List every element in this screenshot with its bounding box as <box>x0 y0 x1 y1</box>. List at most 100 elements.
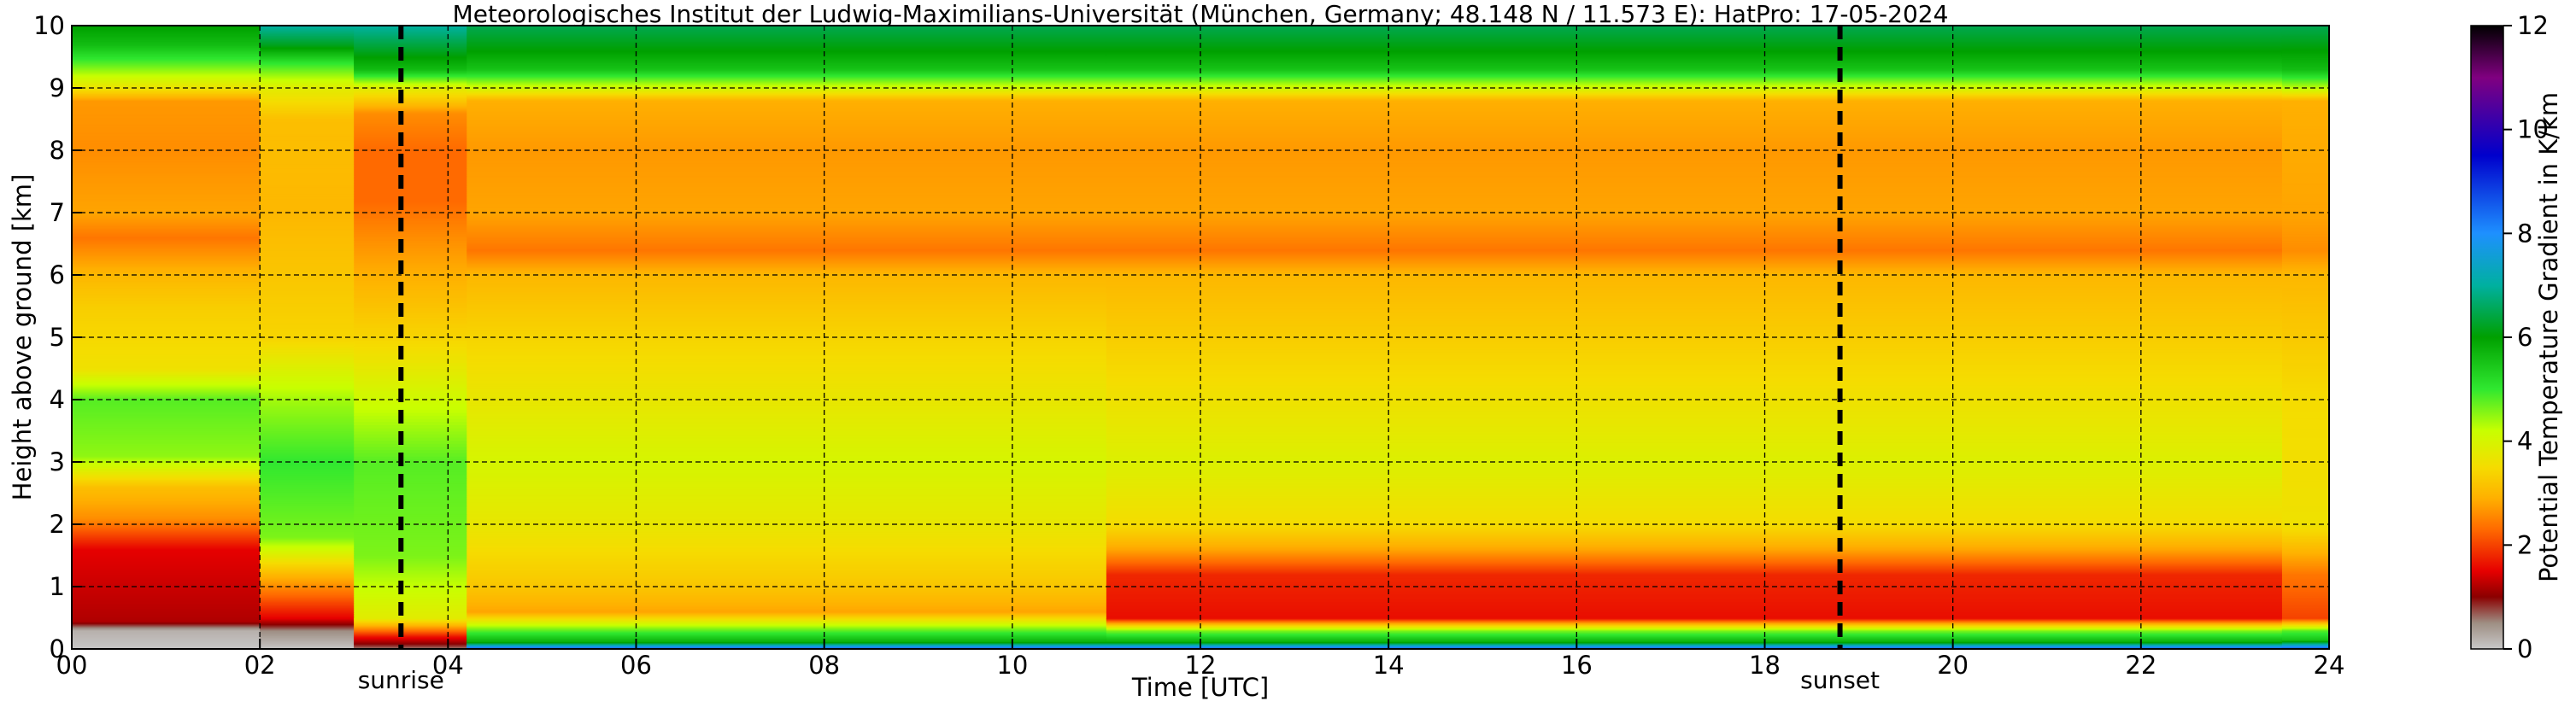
heat-cell <box>72 287 261 289</box>
heat-cell <box>72 378 261 381</box>
heat-cell <box>1106 122 2283 126</box>
heat-cell <box>1106 477 2283 480</box>
heat-cell <box>72 512 261 515</box>
heat-cell <box>1106 140 2283 143</box>
heat-cell <box>72 349 261 353</box>
heat-cell <box>354 192 468 195</box>
heat-cell <box>466 183 1107 185</box>
heat-cell <box>354 332 468 336</box>
heat-cell <box>354 506 468 510</box>
heat-cell <box>72 306 261 309</box>
heat-cell <box>72 278 261 281</box>
heat-cell <box>1106 432 2283 435</box>
heat-cell <box>2281 371 2329 376</box>
heat-cell <box>1106 602 2283 605</box>
heat-cell <box>354 196 468 199</box>
heat-cell <box>466 413 1107 417</box>
heat-cell <box>354 368 468 372</box>
heat-cell <box>1106 328 2283 330</box>
heat-cell <box>2281 38 2329 40</box>
heat-cell <box>466 241 1107 243</box>
heat-cell <box>466 511 1107 515</box>
heat-cell <box>466 141 1107 144</box>
heat-cell <box>260 312 355 317</box>
heat-cell <box>1106 438 2283 441</box>
heat-cell <box>72 587 261 590</box>
heat-cell <box>72 405 261 408</box>
heat-cell <box>354 396 468 400</box>
heat-cell <box>72 505 261 507</box>
heat-cell <box>1106 131 2283 134</box>
heat-cell <box>72 422 261 424</box>
colorbar-tick-label: 6 <box>2517 323 2532 352</box>
heat-cell <box>2281 32 2329 34</box>
heat-cell <box>260 605 355 607</box>
heat-cell <box>72 454 261 457</box>
heat-cell <box>72 546 261 548</box>
heat-cell <box>354 305 468 308</box>
heat-cell <box>72 383 261 385</box>
heat-cell <box>1106 496 2283 499</box>
heat-cell <box>354 511 468 515</box>
heat-cell <box>260 231 355 236</box>
heat-cell <box>354 170 468 172</box>
heat-cell <box>2281 275 2329 279</box>
heat-cell <box>72 166 261 168</box>
heat-cell <box>466 278 1107 281</box>
heat-cell <box>260 121 355 125</box>
heat-cell <box>354 173 468 176</box>
heat-cell <box>260 608 355 611</box>
heat-cell <box>1106 465 2283 468</box>
heat-cell <box>72 466 261 469</box>
heat-cell <box>2281 228 2329 231</box>
heat-cell <box>72 616 261 620</box>
heat-cell <box>1106 138 2283 142</box>
heat-cell <box>1106 357 2283 360</box>
heat-cell <box>72 253 261 255</box>
heat-cell <box>1106 200 2283 203</box>
heat-cell <box>72 357 261 360</box>
heat-cell <box>72 288 261 290</box>
heat-cell <box>466 298 1107 301</box>
heat-cell <box>2281 156 2329 161</box>
heat-cell <box>1106 168 2283 172</box>
heat-cell <box>72 248 261 250</box>
heat-cell <box>260 96 355 97</box>
heat-cell <box>466 340 1107 343</box>
heat-cell <box>466 310 1107 313</box>
heat-cell <box>466 540 1107 542</box>
heat-cell <box>72 599 261 602</box>
heat-cell <box>354 393 468 398</box>
heat-cell <box>72 141 261 144</box>
heat-cell <box>354 122 468 125</box>
heat-cell <box>2281 100 2329 104</box>
heat-cell <box>2281 583 2329 586</box>
heat-cell <box>72 102 261 104</box>
heat-cell <box>2281 579 2329 581</box>
heat-cell <box>2281 515 2329 519</box>
heat-cell <box>72 457 261 459</box>
heat-cell <box>72 105 261 108</box>
heat-cell <box>260 599 355 601</box>
heat-cell <box>72 489 261 492</box>
heat-cell <box>354 343 468 348</box>
heat-cell <box>1106 511 2283 515</box>
heat-cell <box>260 172 355 176</box>
heat-cell <box>260 115 355 118</box>
heat-cell <box>2281 278 2329 283</box>
heat-cell <box>354 470 468 475</box>
heat-cell <box>1106 400 2283 402</box>
heat-cell <box>1106 419 2283 423</box>
heat-cell <box>260 418 355 421</box>
heat-cell <box>72 535 261 538</box>
heat-cell <box>2281 219 2329 221</box>
heat-cell <box>466 103 1107 107</box>
heat-cell <box>2281 533 2329 535</box>
heat-cell <box>72 549 261 552</box>
heat-cell <box>72 183 261 185</box>
heat-cell <box>466 243 1107 246</box>
heat-cell <box>72 127 261 130</box>
heat-cell <box>260 455 355 459</box>
heat-cell <box>466 436 1107 440</box>
heat-cell <box>354 551 468 554</box>
